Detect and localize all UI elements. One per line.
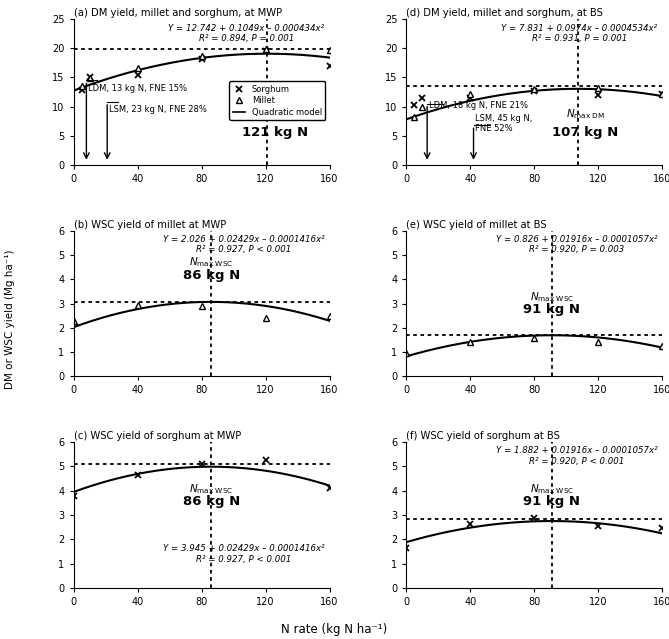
Text: Y = 2.026 + 0.02429x – 0.0001416x²
R² = 0.927, P < 0.001: Y = 2.026 + 0.02429x – 0.0001416x² R² = … <box>163 235 324 254</box>
Text: $N_{\mathrm{max\ DM}}$: $N_{\mathrm{max\ DM}}$ <box>256 107 295 121</box>
Text: $N_{\mathrm{max\ WSC}}$: $N_{\mathrm{max\ WSC}}$ <box>189 482 233 495</box>
Text: (c) WSC yield of sorghum at MWP: (c) WSC yield of sorghum at MWP <box>74 431 241 442</box>
Text: 121 kg N: 121 kg N <box>242 126 308 139</box>
Text: (e) WSC yield of millet at BS: (e) WSC yield of millet at BS <box>406 220 547 230</box>
Text: Y = 7.831 + 0.0974x – 0.0004534x²
R² = 0.931, P = 0.001: Y = 7.831 + 0.0974x – 0.0004534x² R² = 0… <box>501 24 657 43</box>
Text: (a) DM yield, millet and sorghum, at MWP: (a) DM yield, millet and sorghum, at MWP <box>74 8 282 19</box>
Text: 107 kg N: 107 kg N <box>553 126 619 139</box>
Text: Y = 12.742 + 0.1049x – 0.000434x²
R² = 0.894, P = 0.001: Y = 12.742 + 0.1049x – 0.000434x² R² = 0… <box>169 24 324 43</box>
Text: (b) WSC yield of millet at MWP: (b) WSC yield of millet at MWP <box>74 220 226 230</box>
Text: DM or WSC yield (Mg ha⁻¹): DM or WSC yield (Mg ha⁻¹) <box>5 250 15 389</box>
Text: Y = 1.882 + 0.01916x – 0.0001057x²
R² = 0.920, P < 0.001: Y = 1.882 + 0.01916x – 0.0001057x² R² = … <box>496 447 657 466</box>
Text: $N_{\mathrm{max\ WSC}}$: $N_{\mathrm{max\ WSC}}$ <box>530 289 574 304</box>
Text: 91 kg N: 91 kg N <box>523 303 581 316</box>
Text: 91 kg N: 91 kg N <box>523 495 581 507</box>
Text: Y = 3.945 + 0.02429x – 0.0001416x²
R² = 0.927, P < 0.001: Y = 3.945 + 0.02429x – 0.0001416x² R² = … <box>163 544 324 564</box>
Text: $N_{\mathrm{max\ WSC}}$: $N_{\mathrm{max\ WSC}}$ <box>530 482 574 495</box>
Text: 86 kg N: 86 kg N <box>183 268 240 282</box>
Text: LSM, 23 kg N, FNE 28%: LSM, 23 kg N, FNE 28% <box>109 105 207 114</box>
Text: $N_{\mathrm{max\ DM}}$: $N_{\mathrm{max\ DM}}$ <box>566 107 605 121</box>
Text: Y = 0.826 + 0.01916x – 0.0001057x²
R² = 0.920, P = 0.003: Y = 0.826 + 0.01916x – 0.0001057x² R² = … <box>496 235 657 254</box>
Text: $N_{\mathrm{max\ WSC}}$: $N_{\mathrm{max\ WSC}}$ <box>189 256 233 270</box>
Text: LDM, 13 kg N, FNE 15%: LDM, 13 kg N, FNE 15% <box>88 84 187 93</box>
Text: (d) DM yield, millet and sorghum, at BS: (d) DM yield, millet and sorghum, at BS <box>406 8 603 19</box>
Legend: Sorghum, Millet, Quadratic model: Sorghum, Millet, Quadratic model <box>229 81 325 120</box>
Text: LDM, 18 kg N, FNE 21%: LDM, 18 kg N, FNE 21% <box>429 100 528 109</box>
Text: N rate (kg N ha⁻¹): N rate (kg N ha⁻¹) <box>282 623 387 636</box>
Text: (f) WSC yield of sorghum at BS: (f) WSC yield of sorghum at BS <box>406 431 560 442</box>
Text: LSM, 45 kg N,
FNE 52%: LSM, 45 kg N, FNE 52% <box>475 114 533 133</box>
Text: 86 kg N: 86 kg N <box>183 495 240 507</box>
